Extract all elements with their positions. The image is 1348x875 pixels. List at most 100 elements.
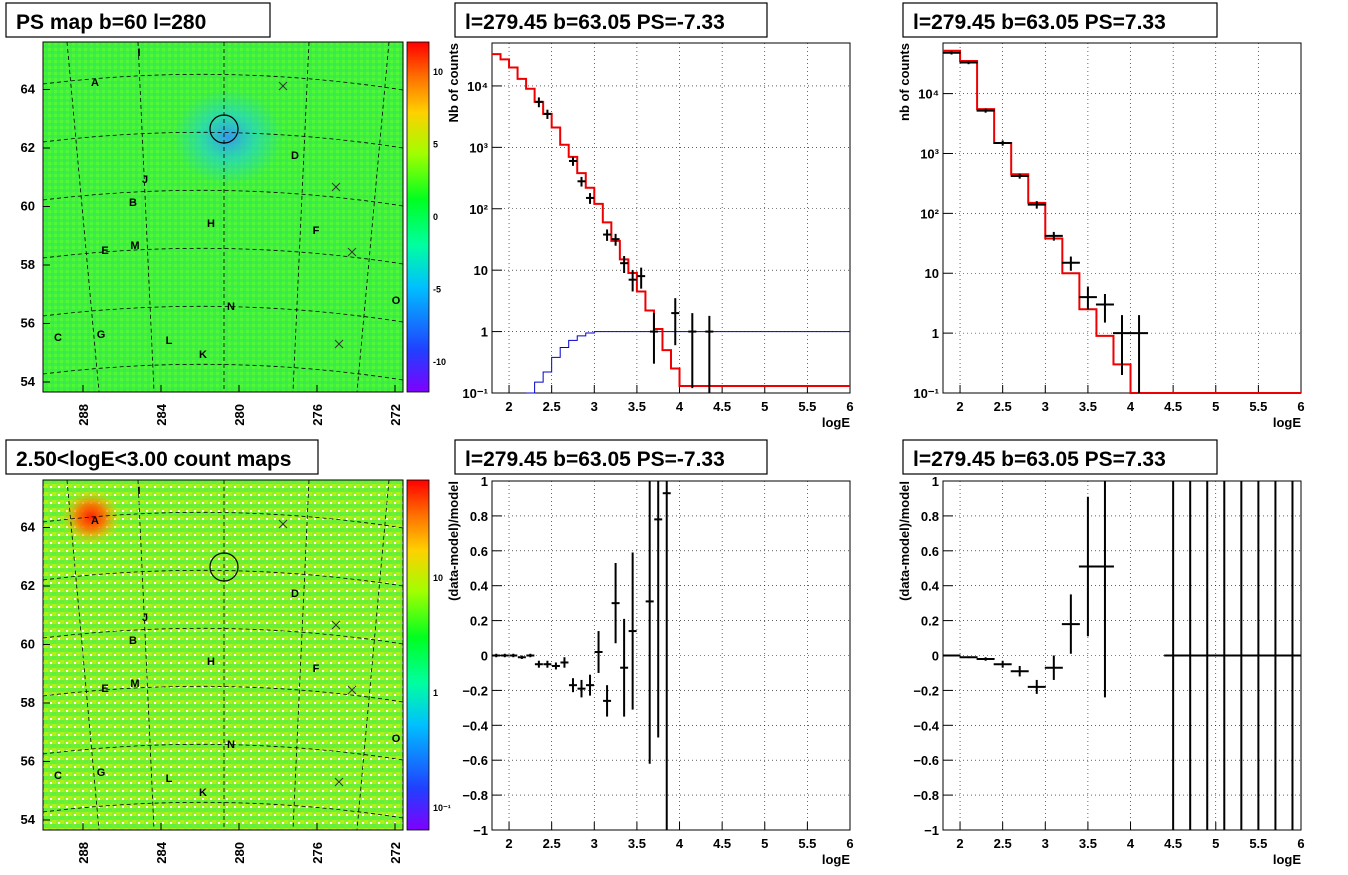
spectrum-pos-x-tick-label: 2 [956,399,963,414]
count-map-source-marker [331,620,341,630]
spectrum-neg-x-tick-label: 5.5 [798,399,816,414]
count-map-colorbar [406,479,430,831]
ps-map-source-label: F [313,225,320,237]
spectrum-pos-x-tick-label: 4 [1127,399,1135,414]
ps-map-source-label: L [166,335,173,347]
residual-pos-y-tick-label: 0.8 [921,509,939,524]
ps-map-lon-gridline [137,41,155,393]
spectrum-pos-y-axis-label: nb of counts [897,43,912,121]
count-map-source-label: K [199,787,207,799]
ps-map-lon-tick-label: 284 [154,403,169,425]
spectrum-pos-y-tick-label: 10³ [920,146,939,161]
residual-pos-y-tick-label: 1 [932,474,939,489]
spectrum-neg-x-tick-label: 4 [676,399,684,414]
residual-neg-y-tick-label: 0.4 [470,579,489,594]
count-map-source-label: E [101,683,108,695]
ps-map-source-marker [334,339,344,349]
residual-pos-x-tick-label: 6 [1297,836,1304,851]
spectrum-pos-x-tick-label: 5.5 [1249,399,1267,414]
residual-pos-y-axis-label: (data-model)/model [897,481,912,601]
spectrum-neg-x-tick-label: 4.5 [713,399,731,414]
count-map-lon-tick-label: 288 [76,842,91,864]
count-map-source-label: C [54,770,62,782]
count-map-colorbar-tick-label: 1 [433,688,438,698]
spectrum-neg-x-tick-label: 6 [846,399,853,414]
spectrum-pos-x-tick-label: 3.5 [1079,399,1097,414]
count-map-colorbar-tick-label: 10⁻¹ [433,803,451,813]
ps-map-source-label: E [101,245,108,257]
ps-map-colorbar-tick-label: 10 [433,67,443,77]
residual-pos-x-tick-label: 5 [1212,836,1219,851]
residual-neg-x-axis-label: logE [822,852,850,867]
residual-neg-x-tick-label: 6 [846,836,853,851]
count-map-lon-gridline [66,479,100,831]
count-map-source-label: B [129,635,137,647]
spectrum-pos-y-tick-label: 10⁴ [918,87,939,102]
spectrum-neg-x-axis-label: logE [822,415,850,430]
count-map-lat-tick-label: 54 [21,812,36,827]
ps-map-title-box [5,2,271,38]
spectrum-neg-y-tick-label: 10 [474,263,488,278]
spectrum-pos-x-tick-label: 5 [1212,399,1219,414]
count-map-source-label: H [207,656,215,668]
residual-neg-y-tick-label: 0.2 [470,614,488,629]
ps-map-source-label: K [199,349,207,361]
residual-pos-x-tick-label: 2 [956,836,963,851]
residual-pos-x-tick-label: 5.5 [1249,836,1267,851]
count-map-source-label: L [166,773,173,785]
ps-map-lon-tick-label: 280 [232,404,247,426]
residual-pos-y-tick-label: −0.8 [913,788,939,803]
count-map-colorbar-tick-label: 10 [433,573,443,583]
residual-pos-y-tick-label: −1 [924,823,939,838]
ps-map-colorbar-tick-label: 5 [433,140,438,150]
spectrum-pos-x-tick-label: 3 [1042,399,1049,414]
spectrum-pos-title: l=279.45 b=63.05 PS=7.33 [913,11,1166,34]
spectrum-neg-y-tick-label: 10⁻¹ [462,386,488,401]
spectrum-neg-y-tick-label: 10² [469,202,488,217]
residual-neg-y-axis-label: (data-model)/model [446,481,461,601]
spectrum-pos-x-tick-label: 4.5 [1164,399,1182,414]
spectrum-neg-title-box [454,2,768,38]
count-map-lon-gridline [356,479,390,831]
residual-neg-y-tick-label: −0.8 [462,788,488,803]
residual-neg-y-tick-label: 1 [481,474,488,489]
ps-map-source-label: J [142,174,148,186]
count-map-lon-tick-label: 280 [232,842,247,864]
ps-map-source-marker [347,247,357,257]
count-map-source-label: O [392,733,401,745]
count-map-lon-gridline [292,479,310,831]
spectrum-pos-y-tick-label: 10 [925,266,939,281]
residual-neg-x-tick-label: 2.5 [543,836,561,851]
count-map-source-marker [278,519,288,529]
ps-map-lon-gridline [356,41,390,393]
ps-map-colorbar [406,41,430,393]
ps-map-source-label: G [97,329,106,341]
ps-map-lon-tick-label: 272 [388,404,403,426]
spectrum-neg-y-tick-label: 10³ [469,140,488,155]
ps-map-source-label: H [207,218,215,230]
residual-pos-y-tick-label: −0.6 [913,753,939,768]
residual-neg-plot-area [491,480,851,831]
ps-map-source-label: B [129,197,137,209]
spectrum-neg-exposure-curve [526,331,850,394]
spectrum-neg-x-tick-label: 3.5 [628,399,646,414]
residual-pos-x-tick-label: 2.5 [994,836,1012,851]
ps-map-lon-tick-label: 288 [76,404,91,426]
ps-map-source-label: M [130,240,139,252]
spectrum-pos-y-tick-label: 10⁻¹ [913,386,939,401]
residual-neg-y-tick-label: 0.8 [470,509,488,524]
ps-map-source-label: C [54,332,62,344]
spectrum-pos-x-axis-label: logE [1273,415,1301,430]
spectrum-neg-y-tick-label: 1 [481,325,488,340]
residual-pos-x-axis-label: logE [1273,852,1301,867]
spectrum-pos-y-tick-label: 1 [932,326,939,341]
residual-pos-y-tick-label: 0.6 [921,544,939,559]
ps-map-target-circle [209,114,239,144]
count-map-lat-tick-label: 62 [21,578,35,593]
spectrum-neg-title: l=279.45 b=63.05 PS=-7.33 [465,11,725,34]
count-map-source-label: M [130,678,139,690]
ps-map-colorbar-tick-label: -10 [433,357,446,367]
spectrum-neg-plot-area [491,42,851,394]
count-map-lon-tick-label: 272 [388,842,403,864]
